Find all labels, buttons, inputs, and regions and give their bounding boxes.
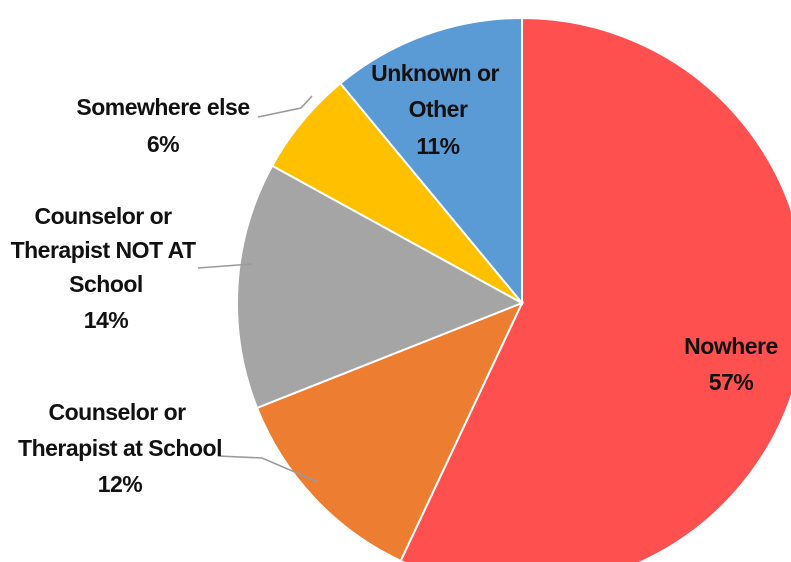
- pie-slice-therapist-not-at-school: [236, 164, 525, 410]
- slice-label-somewhere-else: Somewhere else: [76, 94, 249, 120]
- slice-label-line-1: Counselor or: [34, 203, 172, 229]
- slice-value-nowhere: 57%: [709, 369, 754, 395]
- slice-label-therapist-not-at-school: Counselor or Therapist NOT AT School: [11, 203, 202, 297]
- pie-slice-nowhere: [399, 16, 791, 562]
- slice-label-unknown-or-other: Unknown or Other: [371, 60, 505, 122]
- slice-label-line-2: Other: [409, 96, 468, 122]
- slice-label-line-2: Therapist at School: [18, 435, 222, 461]
- slice-value-therapist-at-school: 12%: [98, 471, 143, 497]
- pie-slice-unknown-or-other: [338, 16, 523, 306]
- leader-somewhere-else: [257, 95, 313, 118]
- pie-slice-therapist-at-school: [255, 301, 524, 562]
- slice-label-line-3: School: [69, 271, 143, 297]
- slice-value-somewhere-else: 6%: [147, 131, 179, 157]
- pie-slices: [236, 16, 791, 562]
- slice-value-therapist-not-at-school: 14%: [84, 307, 129, 333]
- slice-value-unknown-or-other: 11%: [416, 133, 459, 159]
- slice-label-therapist-at-school: Counselor or Therapist at School: [18, 399, 222, 461]
- leader-therapist-not-at-school: [197, 263, 253, 269]
- slice-label-nowhere: Nowhere: [684, 333, 778, 359]
- leader-therapist-at-school: [217, 455, 319, 483]
- leader-lines: [197, 95, 319, 483]
- slice-label-line-1: Unknown or: [371, 60, 499, 86]
- slice-label-line-1: Counselor or: [48, 399, 186, 425]
- slice-label-line-2: Therapist NOT AT: [11, 237, 196, 263]
